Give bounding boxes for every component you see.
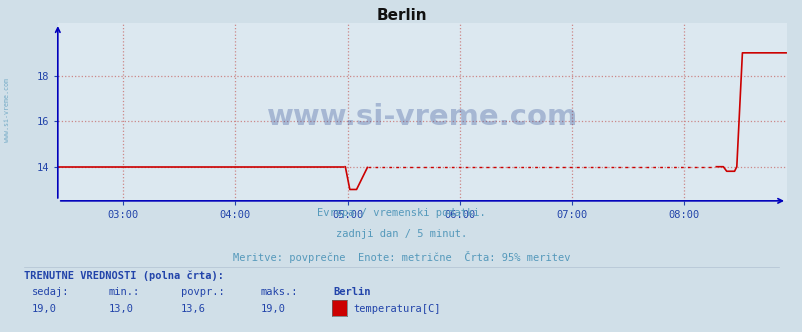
- Text: Berlin: Berlin: [375, 8, 427, 23]
- Text: TRENUTNE VREDNOSTI (polna črta):: TRENUTNE VREDNOSTI (polna črta):: [24, 271, 224, 281]
- Text: 19,0: 19,0: [32, 304, 57, 314]
- Text: www.si-vreme.com: www.si-vreme.com: [4, 78, 10, 141]
- Text: sedaj:: sedaj:: [32, 287, 70, 297]
- Text: min.:: min.:: [108, 287, 140, 297]
- Text: 13,6: 13,6: [180, 304, 205, 314]
- Text: temperatura[C]: temperatura[C]: [353, 304, 440, 314]
- Text: Meritve: povprečne  Enote: metrične  Črta: 95% meritev: Meritve: povprečne Enote: metrične Črta:…: [233, 251, 569, 263]
- Text: Berlin: Berlin: [333, 287, 371, 297]
- Text: Evropa / vremenski podatki.: Evropa / vremenski podatki.: [317, 208, 485, 217]
- Text: www.si-vreme.com: www.si-vreme.com: [266, 103, 577, 131]
- Text: maks.:: maks.:: [261, 287, 298, 297]
- Text: 19,0: 19,0: [261, 304, 286, 314]
- Text: zadnji dan / 5 minut.: zadnji dan / 5 minut.: [335, 229, 467, 239]
- Text: 13,0: 13,0: [108, 304, 133, 314]
- Text: povpr.:: povpr.:: [180, 287, 224, 297]
